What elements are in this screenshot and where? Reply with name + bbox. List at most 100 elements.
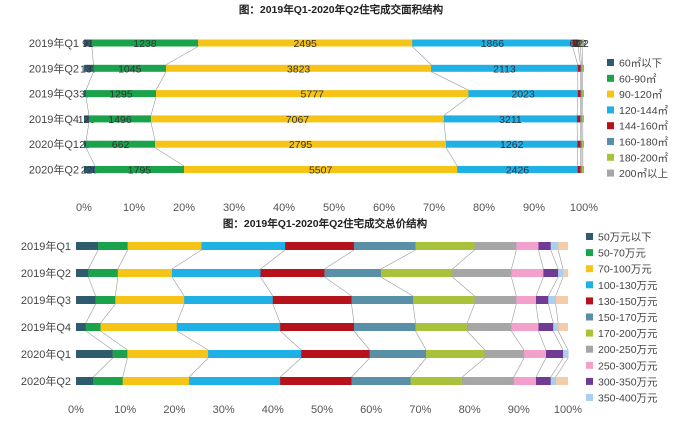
bar-segment	[410, 377, 463, 385]
bar-segment	[582, 90, 584, 98]
bar-segment	[88, 269, 118, 277]
x-tick-label: 60%	[373, 202, 395, 214]
bar-segment	[468, 90, 578, 98]
bar-segment	[516, 242, 539, 250]
legend-label: 350-400万元	[598, 393, 658, 405]
bar-segment	[581, 166, 583, 173]
legend-label: 60-90㎡	[619, 73, 657, 85]
legend-label: 180-200㎡	[619, 152, 669, 164]
bar-segment	[285, 242, 354, 250]
series-connector-line	[581, 39, 584, 173]
bar-segment	[91, 39, 199, 47]
category-label: 2019年Q2	[21, 266, 71, 280]
bar-segment	[98, 242, 128, 250]
bar-segment	[580, 140, 582, 148]
bar-segment	[86, 90, 157, 98]
bar-segment	[580, 115, 582, 123]
bar-segment	[100, 323, 177, 331]
bar-segment	[484, 350, 524, 358]
bar-segment	[176, 323, 281, 331]
bar-segment	[76, 242, 99, 250]
x-tick-label: 40%	[273, 202, 295, 214]
bar-segment	[415, 242, 475, 250]
bar-segment	[548, 296, 556, 304]
bar-segment	[95, 296, 116, 304]
data-label: 2023	[511, 89, 535, 101]
x-tick-label: 40%	[262, 404, 284, 416]
x-tick-label: 20%	[163, 404, 185, 416]
legend-label: 120-144㎡	[619, 105, 669, 117]
bar-segment	[545, 350, 564, 358]
bar-segment	[582, 140, 584, 148]
legend-label: 170-200万元	[598, 328, 658, 340]
bar-segment	[84, 166, 95, 173]
series-connector-line	[85, 242, 114, 385]
legend-swatch	[607, 153, 614, 161]
bar-segment	[553, 323, 559, 331]
data-label: 1262	[500, 139, 524, 151]
legend-swatch	[586, 233, 593, 240]
x-tick-label: 10%	[123, 202, 145, 214]
legend-label: 250-300万元	[598, 360, 658, 372]
bar-segment	[351, 296, 414, 304]
bar-segment	[198, 39, 413, 47]
bar-segment	[452, 269, 512, 277]
bar-segment	[84, 90, 87, 98]
bar-segment	[516, 296, 537, 304]
data-label: 22	[577, 38, 589, 50]
bar-segment	[88, 115, 151, 123]
data-label: 2113	[493, 63, 516, 75]
chart-title: 图：2019年Q1-2020年Q2住宅成交总价结构	[223, 217, 428, 230]
legend-label: 90-120㎡	[619, 89, 663, 101]
category-label: 2019年Q3	[21, 293, 71, 307]
bar-segment	[555, 377, 568, 385]
legend-swatch	[586, 377, 593, 385]
x-tick-label: 70%	[423, 202, 445, 214]
legend-label: 50万元以下	[598, 232, 652, 244]
x-tick-label: 10%	[114, 404, 136, 416]
data-label: 1795	[128, 165, 152, 177]
x-tick-label: 60%	[360, 404, 382, 416]
bar-segment	[467, 323, 512, 331]
category-label: 2020年Q2	[21, 374, 71, 388]
series-connector-line	[150, 39, 199, 173]
data-label: 220	[81, 165, 99, 177]
bar-segment	[85, 323, 101, 331]
bar-segment	[76, 269, 89, 277]
bar-segment	[446, 140, 578, 148]
bar-segment	[412, 39, 573, 47]
bar-segment	[413, 296, 475, 304]
price-structure-chart: 图：2019年Q1-2020年Q2住宅成交总价结构 2019年Q1 2019年Q2…	[21, 217, 658, 416]
category-label: 2019年Q2	[29, 61, 79, 75]
legend-label: 70-100万元	[598, 264, 652, 276]
bar-segment	[324, 269, 382, 277]
bar-segment	[76, 350, 113, 358]
legend-label: 100-130万元	[598, 280, 658, 292]
bar-segment	[165, 64, 432, 72]
data-label: 20	[79, 139, 91, 151]
data-label: 22	[575, 38, 587, 50]
legend-swatch	[607, 90, 614, 98]
data-label: 2795	[289, 139, 313, 151]
bar-segment	[513, 377, 537, 385]
legend-label: 300-350万元	[598, 376, 658, 388]
legend-swatch	[607, 138, 614, 145]
bar-segment	[122, 377, 190, 385]
bar-segment	[538, 242, 551, 250]
bar-segment	[431, 64, 578, 72]
legend-swatch	[586, 329, 593, 337]
category-label: 2019年Q3	[29, 87, 79, 101]
bar-segment	[301, 350, 370, 358]
bar-segment	[150, 115, 444, 123]
bar-segment	[572, 39, 579, 47]
legend-swatch	[607, 74, 614, 82]
series-connector-line	[260, 242, 302, 385]
x-tick-label: 100%	[570, 202, 598, 214]
bar-segment	[474, 242, 517, 250]
bar-segment	[582, 166, 584, 173]
bar-segment	[550, 242, 559, 250]
bar-segment	[93, 377, 123, 385]
bar-segment	[76, 377, 94, 385]
legend-label: 60㎡以下	[619, 58, 662, 70]
